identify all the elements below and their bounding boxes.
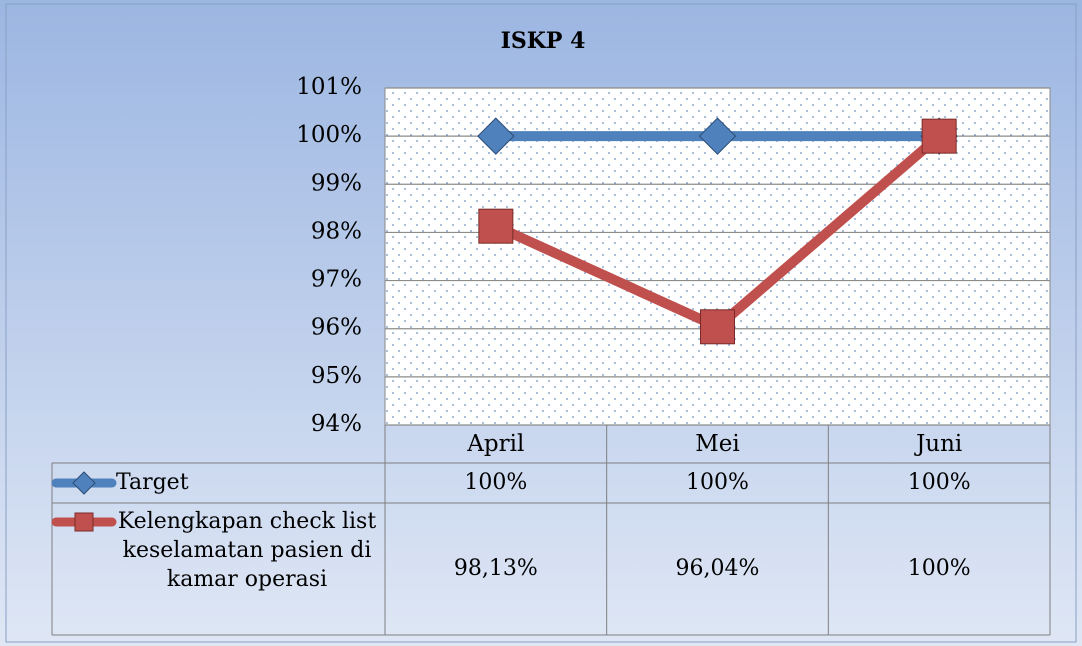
y-tick-label: 97%: [311, 267, 362, 293]
y-tick-label: 94%: [311, 411, 362, 437]
y-tick-label: 101%: [296, 74, 362, 100]
table-value: 100%: [908, 556, 971, 581]
chart-title: ISKP 4: [501, 28, 586, 54]
data-point: [477, 117, 515, 155]
frame: [5, 3, 1077, 643]
legend-marker: [72, 471, 96, 495]
table-value: 100%: [686, 470, 749, 495]
data-point: [921, 118, 957, 154]
table-value: 100%: [908, 470, 971, 495]
legend-marker: [74, 512, 94, 532]
data-point: [700, 309, 735, 345]
table-value: 96,04%: [676, 556, 760, 581]
y-tick-label: 99%: [311, 170, 362, 196]
table-value: 98,13%: [454, 556, 538, 581]
y-tick-label: 100%: [296, 122, 362, 148]
data-point: [698, 117, 737, 155]
y-tick-label: 96%: [311, 315, 362, 341]
x-tick-label: April: [466, 431, 524, 457]
y-tick-label: 95%: [311, 363, 362, 389]
x-tick-label: Juni: [914, 431, 962, 457]
table-value: 100%: [464, 470, 527, 495]
x-tick-label: Mei: [695, 431, 740, 457]
y-tick-label: 98%: [311, 218, 362, 244]
data-point: [478, 208, 514, 244]
legend-label: Target: [116, 470, 189, 495]
legend-label: Kelengkapan check list keselamatan pasie…: [117, 509, 377, 592]
